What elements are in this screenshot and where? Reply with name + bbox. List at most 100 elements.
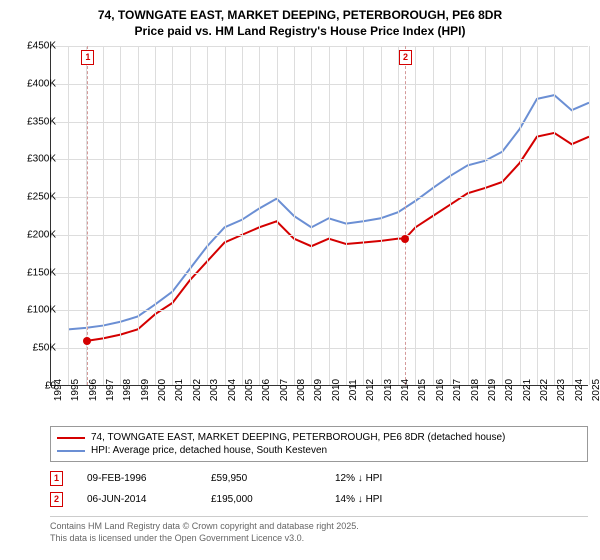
gridline-h [51, 273, 588, 274]
x-axis-label: 2016 [435, 379, 446, 401]
chart-container: 74, TOWNGATE EAST, MARKET DEEPING, PETER… [0, 0, 600, 560]
x-axis-label: 2006 [261, 379, 272, 401]
sale-rows: 1 09-FEB-1996 £59,950 12% ↓ HPI 2 06-JUN… [50, 468, 588, 510]
sale-data-point [401, 235, 409, 243]
gridline-v [207, 46, 208, 385]
legend-swatch-property [57, 437, 85, 439]
gridline-v [277, 46, 278, 385]
x-axis-label: 2011 [348, 379, 359, 401]
y-axis-label: £50K [33, 343, 56, 354]
legend-swatch-hpi [57, 450, 85, 452]
gridline-v [242, 46, 243, 385]
x-axis-label: 1997 [105, 379, 116, 401]
gridline-v [138, 46, 139, 385]
sale-delta: 12% ↓ HPI [335, 473, 435, 484]
x-axis-label: 2022 [539, 379, 550, 401]
x-axis-label: 2025 [591, 379, 600, 401]
x-axis-label: 2004 [227, 379, 238, 401]
gridline-v [68, 46, 69, 385]
x-axis-label: 2023 [556, 379, 567, 401]
gridline-v [190, 46, 191, 385]
x-axis-label: 2014 [400, 379, 411, 401]
x-axis-label: 2001 [174, 379, 185, 401]
legend-row-hpi: HPI: Average price, detached house, Sout… [57, 444, 581, 457]
gridline-h [51, 84, 588, 85]
sale-marker-line [87, 46, 88, 385]
gridline-v [554, 46, 555, 385]
gridline-h [51, 46, 588, 47]
gridline-v [103, 46, 104, 385]
gridline-v [155, 46, 156, 385]
gridline-v [363, 46, 364, 385]
sale-marker-line [405, 46, 406, 385]
gridline-v [172, 46, 173, 385]
x-axis-label: 2024 [574, 379, 585, 401]
y-axis-label: £250K [27, 192, 56, 203]
gridline-v [398, 46, 399, 385]
x-axis-label: 2009 [313, 379, 324, 401]
footer-line-2: This data is licensed under the Open Gov… [50, 533, 588, 545]
gridline-v [225, 46, 226, 385]
x-axis-label: 2019 [487, 379, 498, 401]
gridline-h [51, 197, 588, 198]
gridline-h [51, 348, 588, 349]
x-axis-label: 1994 [53, 379, 64, 401]
gridline-v [120, 46, 121, 385]
x-axis-label: 1999 [140, 379, 151, 401]
legend-label-hpi: HPI: Average price, detached house, Sout… [91, 445, 327, 456]
sale-data-point [83, 337, 91, 345]
sale-delta: 14% ↓ HPI [335, 494, 435, 505]
y-axis-label: £200K [27, 229, 56, 240]
gridline-h [51, 122, 588, 123]
x-axis-label: 2003 [209, 379, 220, 401]
x-axis-label: 2020 [504, 379, 515, 401]
sale-marker-box: 2 [399, 50, 412, 65]
legend-label-property: 74, TOWNGATE EAST, MARKET DEEPING, PETER… [91, 432, 505, 443]
legend: 74, TOWNGATE EAST, MARKET DEEPING, PETER… [50, 426, 588, 462]
gridline-v [502, 46, 503, 385]
gridline-v [520, 46, 521, 385]
sale-date: 06-JUN-2014 [87, 494, 187, 505]
gridline-h [51, 159, 588, 160]
gridline-v [381, 46, 382, 385]
gridline-v [415, 46, 416, 385]
x-axis-label: 2015 [417, 379, 428, 401]
x-axis-label: 1996 [88, 379, 99, 401]
chart-title: 74, TOWNGATE EAST, MARKET DEEPING, PETER… [0, 0, 600, 39]
x-axis-label: 2000 [157, 379, 168, 401]
gridline-v [311, 46, 312, 385]
sale-price: £195,000 [211, 494, 311, 505]
x-axis-label: 2010 [331, 379, 342, 401]
sale-date: 09-FEB-1996 [87, 473, 187, 484]
sale-price: £59,950 [211, 473, 311, 484]
sale-marker-1: 1 [50, 471, 63, 486]
x-axis-label: 1995 [70, 379, 81, 401]
x-axis-label: 1998 [122, 379, 133, 401]
x-axis-label: 2018 [470, 379, 481, 401]
x-axis-label: 2013 [383, 379, 394, 401]
x-axis-label: 2012 [365, 379, 376, 401]
x-axis-label: 2017 [452, 379, 463, 401]
sale-row: 2 06-JUN-2014 £195,000 14% ↓ HPI [50, 489, 588, 510]
chart-lines-svg [51, 46, 588, 385]
title-line-1: 74, TOWNGATE EAST, MARKET DEEPING, PETER… [0, 8, 600, 24]
x-axis-label: 2007 [279, 379, 290, 401]
gridline-v [329, 46, 330, 385]
y-axis-label: £300K [27, 154, 56, 165]
plot-area: 12 [50, 46, 588, 386]
y-axis-label: £450K [27, 41, 56, 52]
legend-row-property: 74, TOWNGATE EAST, MARKET DEEPING, PETER… [57, 431, 581, 444]
sale-row: 1 09-FEB-1996 £59,950 12% ↓ HPI [50, 468, 588, 489]
gridline-v [450, 46, 451, 385]
footer-line-1: Contains HM Land Registry data © Crown c… [50, 521, 588, 533]
gridline-v [259, 46, 260, 385]
sale-marker-2: 2 [50, 492, 63, 507]
sale-marker-box: 1 [81, 50, 94, 65]
x-axis-label: 2005 [244, 379, 255, 401]
gridline-v [537, 46, 538, 385]
y-axis-label: £100K [27, 305, 56, 316]
title-line-2: Price paid vs. HM Land Registry's House … [0, 24, 600, 40]
y-axis-label: £150K [27, 267, 56, 278]
x-axis-label: 2008 [296, 379, 307, 401]
footer: Contains HM Land Registry data © Crown c… [50, 516, 588, 544]
